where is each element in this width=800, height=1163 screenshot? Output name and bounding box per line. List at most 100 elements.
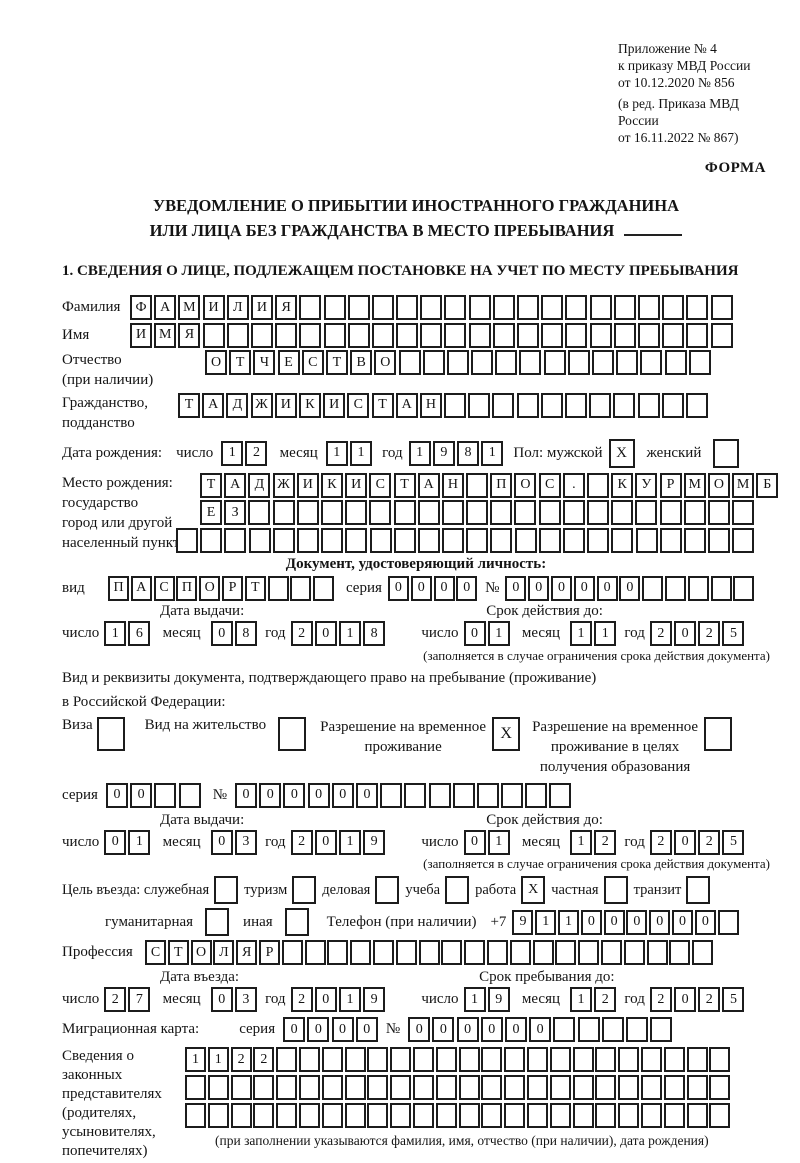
- citizenship-label: Гражданство,: [62, 394, 149, 411]
- representatives-boxes-3[interactable]: [185, 1103, 732, 1128]
- residence-doc-label-2: в Российской Федерации:: [62, 693, 226, 710]
- purpose-humanitarian-checkbox[interactable]: [205, 908, 230, 936]
- purpose-other-checkbox[interactable]: [284, 908, 309, 936]
- birth-place-boxes-3[interactable]: [176, 527, 781, 553]
- sex-male-checkbox[interactable]: X: [608, 438, 635, 468]
- series-label: серия: [62, 786, 98, 803]
- purpose-row-2: гуманитарная иная Телефон (при наличии) …: [62, 908, 770, 936]
- form-word: ФОРМА: [704, 160, 766, 176]
- residence-permit-checkbox[interactable]: [278, 716, 307, 751]
- day-label: число: [176, 444, 214, 461]
- representatives-label-4: (родителях,: [62, 1105, 137, 1121]
- title-line-2: ИЛИ ЛИЦА БЕЗ ГРАЖДАНСТВА В МЕСТО ПРЕБЫВА…: [62, 218, 770, 243]
- annex-line: к приказу МВД России: [618, 58, 751, 73]
- series-label: серия: [345, 579, 382, 596]
- res-expiry-date-label: Срок действия до:: [486, 811, 603, 828]
- res-expiry-note: (заполняется в случае ограничения срока …: [423, 856, 770, 871]
- day-label: число: [421, 833, 459, 850]
- annex-line: Приложение № 4: [618, 41, 717, 56]
- representatives-label-2: законных: [62, 1067, 123, 1083]
- representatives-boxes-2[interactable]: [185, 1075, 732, 1100]
- citizenship-label-2: подданство: [62, 414, 135, 431]
- temp-residence-label-2: проживание: [364, 738, 442, 755]
- purpose-private-checkbox[interactable]: [603, 876, 628, 904]
- section-1-heading: 1. СВЕДЕНИЯ О ЛИЦЕ, ПОДЛЕЖАЩЕМ ПОСТАНОВК…: [62, 263, 739, 279]
- sex-male-label: Пол: мужской: [513, 444, 603, 461]
- visa-label: Виза: [62, 716, 93, 733]
- purpose-tourism-checkbox[interactable]: [292, 876, 317, 904]
- identity-doc-heading: Документ, удостоверяющий личность:: [285, 555, 547, 572]
- year-label: год: [624, 833, 645, 850]
- representatives-note: (при заполнении указываются фамилия, имя…: [215, 1133, 709, 1148]
- month-label: месяц: [521, 833, 561, 850]
- purpose-official-checkbox[interactable]: [214, 876, 239, 904]
- birth-place-sublabel-city: город или другой: [62, 514, 173, 531]
- purpose-business-checkbox[interactable]: [375, 876, 400, 904]
- temp-residence-edu-checkbox[interactable]: [704, 716, 733, 751]
- temp-residence-checkbox[interactable]: X: [492, 716, 521, 751]
- purpose-study-checkbox[interactable]: [445, 876, 470, 904]
- residence-permit-label: Вид на жительство: [144, 716, 267, 733]
- id-date-captions: Дата выдачи: Срок действия до:: [62, 603, 770, 620]
- annex-line: от 16.11.2022 № 867): [618, 130, 739, 145]
- representatives-block: Сведения о законных представителях (роди…: [62, 1047, 770, 1161]
- month-label: месяц: [162, 991, 201, 1007]
- annex-line: от 10.12.2020 № 856: [618, 75, 735, 90]
- purpose-transit-checkbox[interactable]: [686, 876, 711, 904]
- purpose-work-checkbox[interactable]: X: [521, 876, 546, 904]
- number-label: №: [212, 786, 227, 803]
- id-expiry-note: (заполняется в случае ограничения срока …: [423, 647, 770, 663]
- res-issue-date-label: Дата выдачи:: [160, 811, 245, 828]
- visa-checkbox[interactable]: [96, 716, 125, 751]
- year-label: год: [265, 625, 286, 641]
- id-issue-date-label: Дата выдачи:: [160, 603, 245, 619]
- sex-female-checkbox[interactable]: [713, 438, 740, 468]
- birth-place-block: Место рождения: государство город или др…: [62, 472, 779, 553]
- representatives-label-6: попечителях): [62, 1143, 148, 1159]
- month-label: месяц: [162, 625, 201, 641]
- series-label: серия: [239, 1021, 276, 1037]
